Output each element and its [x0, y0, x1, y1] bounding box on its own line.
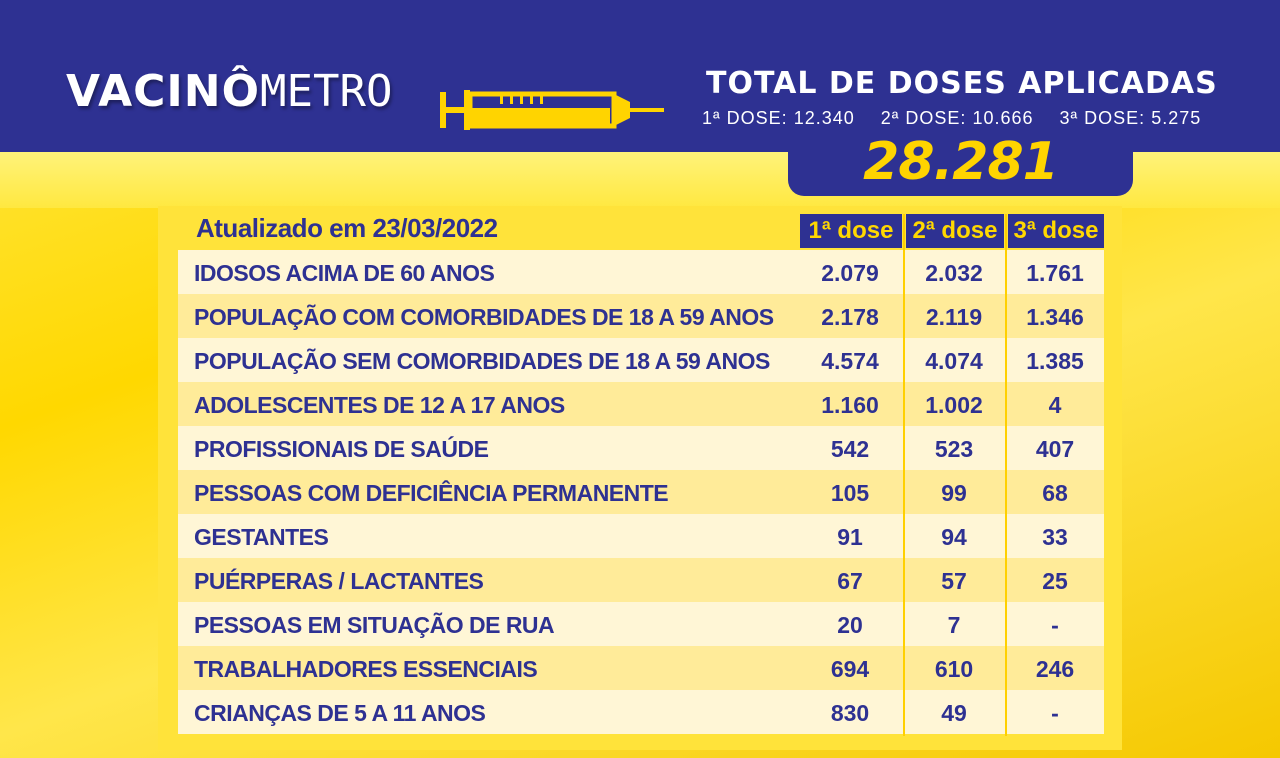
row-label: ADOLESCENTES DE 12 A 17 ANOS [194, 392, 565, 418]
row-label: CRIANÇAS DE 5 A 11 ANOS [194, 700, 486, 726]
table-row: ADOLESCENTES DE 12 A 17 ANOS 1.160 1.002… [178, 382, 1104, 426]
header-bar [0, 0, 1280, 152]
header-dose2: 2ª dose [906, 214, 1004, 248]
row-dose2: 523 [934, 436, 974, 462]
total-doses-value: 28.281 [863, 132, 1059, 192]
vaccination-table: IDOSOS ACIMA DE 60 ANOS 2.079 2.032 1.76… [178, 250, 1104, 734]
row-dose3: 68 [1042, 480, 1068, 506]
dose3-summary: 3ª DOSE: 5.275 [1059, 108, 1202, 128]
row-dose1: 20 [837, 612, 863, 638]
row-dose1: 67 [837, 568, 863, 594]
dose1-summary: 1ª DOSE: 12.340 [702, 108, 855, 128]
logo-text-part2: METRO [260, 66, 393, 117]
row-dose2: 610 [934, 656, 974, 682]
table-row: PESSOAS COM DEFICIÊNCIA PERMANENTE 105 9… [178, 470, 1104, 514]
table-row: POPULAÇÃO SEM COMORBIDADES DE 18 A 59 AN… [178, 338, 1104, 382]
table-row: GESTANTES 91 94 33 [178, 514, 1104, 558]
row-dose3: 1.385 [1026, 348, 1084, 374]
table-row: IDOSOS ACIMA DE 60 ANOS 2.079 2.032 1.76… [178, 250, 1104, 294]
row-dose2: 57 [941, 568, 967, 594]
row-dose3: 246 [1035, 656, 1075, 682]
row-dose2: 4.074 [925, 348, 983, 374]
row-label: PESSOAS EM SITUAÇÃO DE RUA [194, 612, 555, 638]
table-row: PESSOAS EM SITUAÇÃO DE RUA 20 7 - [178, 602, 1104, 646]
header-dose3: 3ª dose [1008, 214, 1104, 248]
row-dose3: - [1051, 612, 1059, 638]
row-dose1: 542 [830, 436, 870, 462]
updated-date: Atualizado em 23/03/2022 [196, 213, 498, 243]
row-dose3: 25 [1042, 568, 1068, 594]
row-label: PUÉRPERAS / LACTANTES [194, 568, 484, 594]
row-label: PROFISSIONAIS DE SAÚDE [194, 436, 489, 462]
row-dose2: 94 [941, 524, 967, 550]
row-dose2: 7 [947, 612, 961, 638]
row-dose3: 33 [1042, 524, 1068, 550]
row-label: POPULAÇÃO SEM COMORBIDADES DE 18 A 59 AN… [194, 348, 770, 374]
syringe-icon [440, 90, 664, 130]
total-title: TOTAL DE DOSES APLICADAS [706, 66, 1218, 101]
table-row: POPULAÇÃO COM COMORBIDADES DE 18 A 59 AN… [178, 294, 1104, 338]
row-dose3: 1.346 [1026, 304, 1084, 330]
row-dose1: 694 [830, 656, 870, 682]
header-dose1: 1ª dose [800, 214, 902, 248]
table-row: TRABALHADORES ESSENCIAIS 694 610 246 [178, 646, 1104, 690]
row-dose1: 91 [837, 524, 863, 550]
row-dose1: 2.178 [821, 304, 879, 330]
row-dose2: 99 [941, 480, 967, 506]
row-dose3: - [1051, 700, 1059, 726]
total-tab [788, 140, 1133, 196]
row-label: POPULAÇÃO COM COMORBIDADES DE 18 A 59 AN… [194, 304, 774, 330]
row-dose1: 2.079 [821, 260, 879, 286]
table-row: PUÉRPERAS / LACTANTES 67 57 25 [178, 558, 1104, 602]
row-dose3: 4 [1048, 392, 1062, 418]
row-dose2: 49 [941, 700, 967, 726]
logo-text-part1: VACINÔ [66, 66, 261, 117]
row-dose1: 4.574 [821, 348, 879, 374]
row-dose1: 1.160 [821, 392, 879, 418]
row-dose2: 2.032 [925, 260, 983, 286]
row-dose3: 407 [1035, 436, 1075, 462]
row-dose2: 2.119 [925, 304, 983, 330]
row-dose3: 1.761 [1026, 260, 1084, 286]
table-row: CRIANÇAS DE 5 A 11 ANOS 830 49 - [178, 690, 1104, 734]
row-dose1: 105 [830, 480, 870, 506]
dose2-summary: 2ª DOSE: 10.666 [880, 108, 1034, 128]
row-label: GESTANTES [194, 524, 329, 550]
vacinometro-logo: VACINÔMETRO [66, 66, 393, 117]
row-label: PESSOAS COM DEFICIÊNCIA PERMANENTE [194, 480, 669, 506]
row-label: IDOSOS ACIMA DE 60 ANOS [194, 260, 495, 286]
row-dose1: 830 [830, 700, 870, 726]
column-divider [903, 214, 905, 736]
dose-summary: 1ª DOSE: 12.340 2ª DOSE: 10.666 3ª DOSE:… [702, 108, 1232, 129]
row-dose2: 1.002 [925, 392, 983, 418]
row-label: TRABALHADORES ESSENCIAIS [194, 656, 538, 682]
column-divider [1005, 214, 1007, 736]
table-row: PROFISSIONAIS DE SAÚDE 542 523 407 [178, 426, 1104, 470]
